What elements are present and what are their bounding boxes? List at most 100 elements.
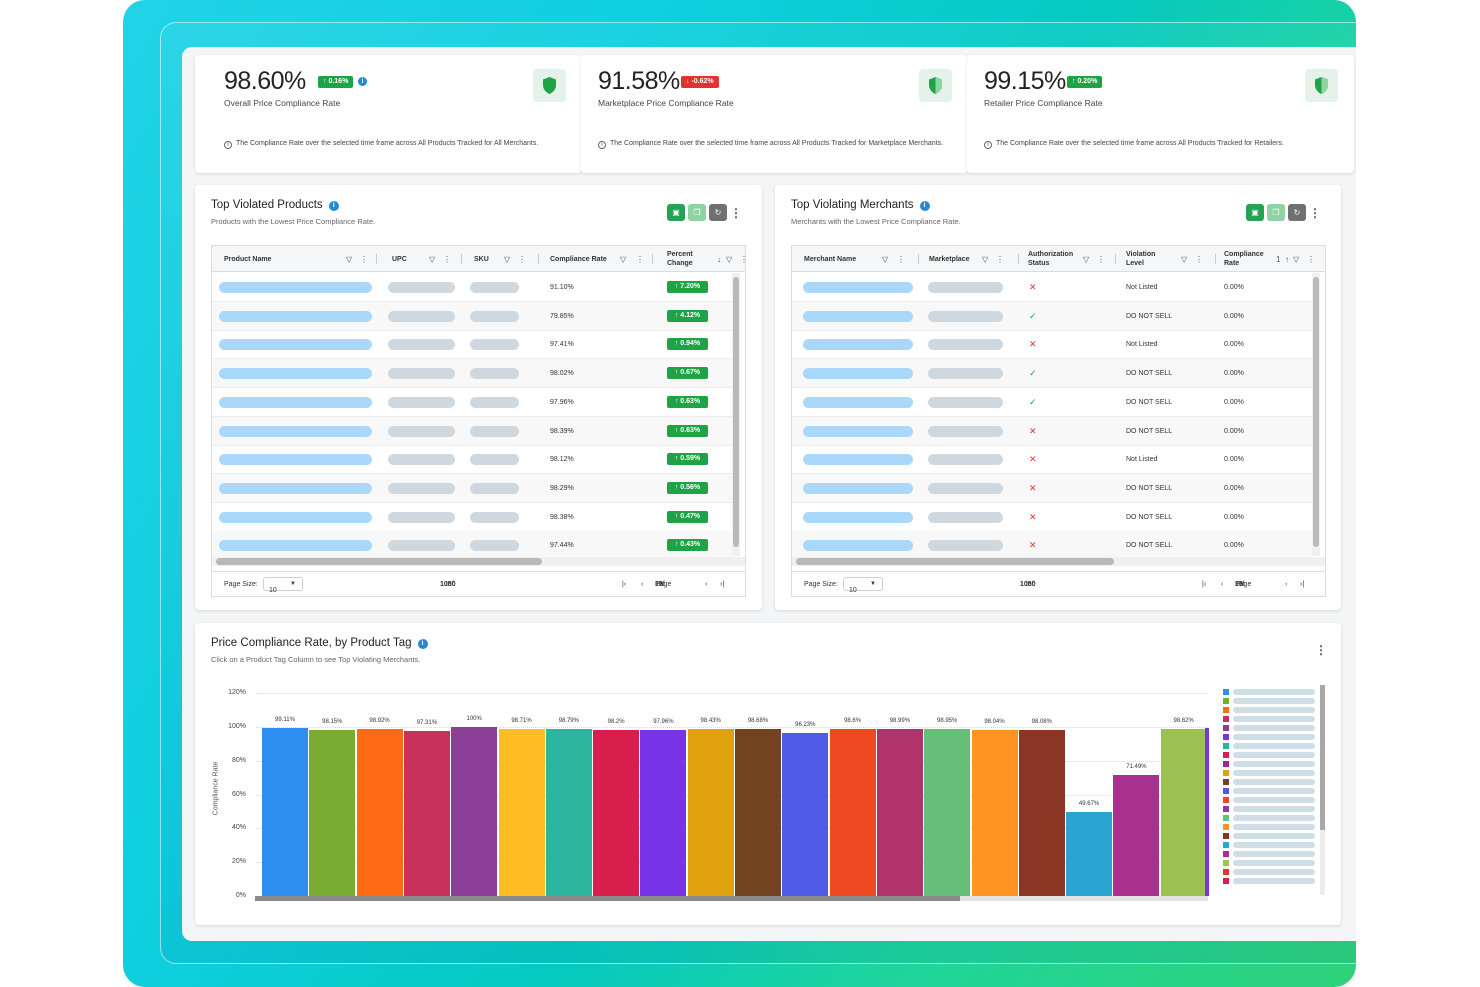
table-row[interactable]: 97.96% ↑ 0.63% bbox=[212, 388, 732, 417]
legend-item[interactable] bbox=[1223, 842, 1315, 848]
legend-item[interactable] bbox=[1223, 824, 1315, 830]
chart-bar[interactable] bbox=[735, 729, 781, 896]
table-row[interactable]: ✓ DO NOT SELL 0.00% bbox=[792, 359, 1312, 389]
table-row[interactable]: ✕ Not Listed 0.00% bbox=[792, 273, 1312, 302]
chart-bar[interactable] bbox=[403, 731, 450, 896]
table-row[interactable]: 97.41% ↑ 0.94% bbox=[212, 330, 732, 360]
save-view-button[interactable]: ▣ bbox=[1246, 204, 1264, 221]
table-row[interactable]: 98.02% ↑ 0.67% bbox=[212, 359, 732, 389]
info-icon[interactable]: i bbox=[919, 201, 930, 211]
legend-item[interactable] bbox=[1223, 806, 1315, 812]
legend-item[interactable] bbox=[1223, 860, 1315, 866]
chart-bar[interactable] bbox=[498, 729, 545, 896]
chart-bar[interactable] bbox=[829, 729, 876, 896]
table-row[interactable]: 98.38% ↑ 0.47% bbox=[212, 503, 732, 532]
column-header-product-name[interactable]: Product Name ▽ ⋮ bbox=[224, 246, 377, 272]
table-row[interactable]: ✕ Not Listed 0.00% bbox=[792, 330, 1312, 360]
horizontal-scrollbar[interactable] bbox=[792, 557, 1325, 566]
table-row[interactable]: 91.10% ↑ 7.20% bbox=[212, 273, 732, 302]
next-page-icon[interactable]: › bbox=[705, 581, 708, 588]
table-row[interactable]: ✓ DO NOT SELL 0.00% bbox=[792, 301, 1312, 331]
legend-scrollbar[interactable] bbox=[1320, 685, 1325, 895]
reset-button[interactable]: ↻ bbox=[1288, 204, 1306, 221]
column-header-sku[interactable]: SKU ▽ ⋮ bbox=[474, 246, 539, 272]
legend-item[interactable] bbox=[1223, 698, 1315, 704]
chart-bar[interactable] bbox=[687, 729, 734, 896]
column-header-authorization-status[interactable]: Authorization Status ▽ ⋮ bbox=[1028, 246, 1116, 272]
save-view-button[interactable]: ▣ bbox=[667, 204, 685, 221]
legend-item[interactable] bbox=[1223, 743, 1315, 749]
legend-item[interactable] bbox=[1223, 707, 1315, 713]
next-page-icon[interactable]: › bbox=[1285, 581, 1288, 588]
first-page-icon[interactable]: |‹ bbox=[622, 581, 627, 588]
prev-page-icon[interactable]: ‹ bbox=[1221, 581, 1224, 588]
table-row[interactable]: ✕ Not Listed 0.00% bbox=[792, 445, 1312, 475]
table-row[interactable]: 98.29% ↑ 0.56% bbox=[212, 473, 732, 503]
vertical-scrollbar[interactable] bbox=[732, 273, 740, 556]
table-row[interactable]: ✓ DO NOT SELL 0.00% bbox=[792, 388, 1312, 417]
info-icon[interactable]: i bbox=[417, 639, 428, 649]
legend-item[interactable] bbox=[1223, 770, 1315, 776]
vertical-scrollbar[interactable] bbox=[1312, 273, 1320, 556]
table-row[interactable]: 98.12% ↑ 0.59% bbox=[212, 445, 732, 475]
more-options-icon[interactable]: ⋮ bbox=[1315, 643, 1327, 657]
chart-bar[interactable] bbox=[262, 728, 308, 896]
chart-bar-partial[interactable] bbox=[1205, 728, 1209, 896]
chart-bar[interactable] bbox=[451, 726, 498, 896]
chart-horizontal-scrollbar[interactable] bbox=[255, 896, 1208, 901]
chart-bar[interactable] bbox=[876, 728, 923, 896]
legend-item[interactable] bbox=[1223, 734, 1315, 740]
last-page-icon[interactable]: ›| bbox=[1300, 581, 1305, 588]
legend-item[interactable] bbox=[1223, 851, 1315, 857]
legend-item[interactable] bbox=[1223, 815, 1315, 821]
legend-item[interactable] bbox=[1223, 833, 1315, 839]
chart-bar[interactable] bbox=[356, 728, 403, 896]
legend-item[interactable] bbox=[1223, 761, 1315, 767]
chart-bar[interactable] bbox=[971, 730, 1018, 896]
chart-scroll-thumb[interactable] bbox=[255, 896, 960, 901]
chart-bar[interactable] bbox=[924, 728, 971, 896]
legend-item[interactable] bbox=[1223, 869, 1315, 875]
table-row[interactable]: 79.85% ↑ 4.12% bbox=[212, 301, 732, 331]
legend-item[interactable] bbox=[1223, 689, 1315, 695]
prev-page-icon[interactable]: ‹ bbox=[641, 581, 644, 588]
copy-view-button[interactable]: ❐ bbox=[1267, 204, 1285, 221]
table-row[interactable]: ✕ DO NOT SELL 0.00% bbox=[792, 531, 1312, 561]
legend-item[interactable] bbox=[1223, 752, 1315, 758]
reset-button[interactable]: ↻ bbox=[709, 204, 727, 221]
column-header-percent-change[interactable]: Percent Change↓▽⋮ bbox=[667, 246, 745, 272]
legend-item[interactable] bbox=[1223, 779, 1315, 785]
table-row[interactable]: ✕ DO NOT SELL 0.00% bbox=[792, 416, 1312, 446]
chart-bar[interactable] bbox=[1066, 811, 1113, 896]
horizontal-scrollbar[interactable] bbox=[212, 557, 745, 566]
more-options-icon[interactable]: ⋮ bbox=[730, 205, 742, 220]
legend-item[interactable] bbox=[1223, 788, 1315, 794]
page-size-select[interactable]: 10 ▼ bbox=[843, 577, 883, 594]
last-page-icon[interactable]: ›| bbox=[720, 581, 725, 588]
legend-item[interactable] bbox=[1223, 725, 1315, 731]
chart-bar[interactable] bbox=[593, 729, 640, 896]
legend-item[interactable] bbox=[1223, 878, 1315, 884]
column-header-compliance-rate[interactable]: Compliance Rate 1 ↑ ▽ ⋮ bbox=[1224, 251, 1315, 267]
table-row[interactable]: ✕ DO NOT SELL 0.00% bbox=[792, 473, 1312, 503]
legend-item[interactable] bbox=[1223, 716, 1315, 722]
info-icon[interactable]: i bbox=[358, 77, 367, 86]
chart-bar[interactable] bbox=[545, 728, 592, 896]
column-header-merchant-name[interactable]: Merchant Name ▽ ⋮ bbox=[804, 246, 919, 272]
info-icon[interactable]: i bbox=[328, 201, 339, 211]
table-row[interactable]: ✕ DO NOT SELL 0.00% bbox=[792, 503, 1312, 532]
column-header-compliance-rate[interactable]: Compliance Rate ▽ ⋮ bbox=[550, 246, 653, 272]
chart-bar[interactable] bbox=[1160, 729, 1207, 896]
chart-bar[interactable] bbox=[1113, 775, 1160, 896]
table-row[interactable]: 98.39% ↑ 0.63% bbox=[212, 416, 732, 446]
chart-bar[interactable] bbox=[1018, 730, 1065, 896]
chart-bar[interactable] bbox=[640, 730, 687, 896]
table-row[interactable]: 97.44% ↑ 0.43% bbox=[212, 531, 732, 561]
column-header-upc[interactable]: UPC ▽ ⋮ bbox=[392, 246, 462, 272]
column-header-violation-level[interactable]: Violation Level ▽ ⋮ bbox=[1126, 246, 1216, 272]
page-size-select[interactable]: 10 ▼ bbox=[263, 577, 303, 594]
legend-item[interactable] bbox=[1223, 797, 1315, 803]
legend-scroll-thumb[interactable] bbox=[1320, 685, 1325, 830]
first-page-icon[interactable]: |‹ bbox=[1202, 581, 1207, 588]
more-options-icon[interactable]: ⋮ bbox=[1309, 205, 1321, 220]
